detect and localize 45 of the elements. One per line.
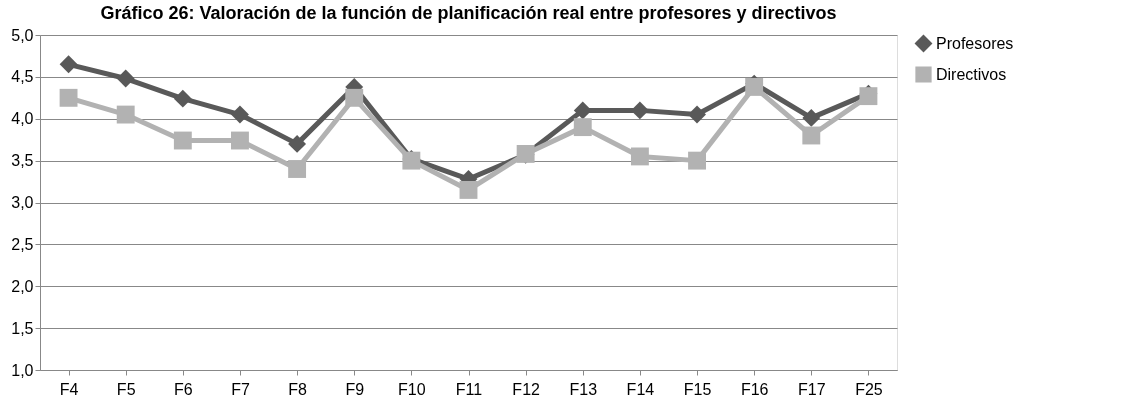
point [288, 160, 307, 178]
x-tick-label: F25 [855, 380, 883, 398]
y-tick-label: 3,5 [11, 152, 34, 170]
x-tick-label: F13 [569, 380, 598, 398]
x-tick-label: F7 [231, 380, 250, 398]
point [802, 108, 821, 127]
legend-label: Profesores [936, 34, 1014, 52]
point [116, 69, 135, 88]
y-tick-label: 2,5 [11, 235, 34, 253]
x-tick-label: F4 [59, 380, 79, 398]
y-tick-label: 3,0 [11, 194, 34, 211]
x-tick-label: F17 [798, 380, 826, 398]
point [459, 180, 478, 199]
y-tick-label: 1,0 [11, 361, 34, 379]
point [688, 105, 706, 124]
chart-title: Gráfico 26: Valoración de la función de planificación real entre profesores y directivos [100, 3, 837, 23]
point [688, 151, 706, 170]
point [573, 118, 592, 137]
y-tick-label: 4,0 [11, 110, 34, 128]
y-tick-label: 2,0 [11, 277, 34, 295]
x-tick-label: F9 [345, 380, 365, 398]
point [288, 134, 307, 153]
x-tick-label: F14 [626, 380, 655, 398]
x-tick-label: F6 [174, 380, 193, 398]
x-tick-label: F8 [288, 380, 308, 398]
point [802, 126, 821, 145]
point [231, 105, 249, 124]
x-tick-label: F15 [683, 380, 712, 398]
point [173, 131, 192, 150]
point [173, 89, 192, 108]
legend-label: Directivos [936, 65, 1007, 83]
x-tick-label: F16 [740, 380, 769, 398]
x-tick-label: F12 [512, 380, 541, 398]
y-tick-label: 5,0 [11, 26, 34, 44]
x-tick-label: F5 [116, 380, 136, 398]
y-tick-label: 1,5 [11, 319, 34, 337]
point [345, 88, 364, 107]
point [630, 147, 649, 166]
x-tick-label: F10 [398, 380, 426, 398]
point [116, 105, 135, 124]
x-tick-label: F11 [455, 380, 483, 398]
point [59, 88, 78, 107]
point [59, 55, 78, 74]
y-tick-label: 4,5 [11, 68, 34, 86]
point [231, 131, 249, 150]
